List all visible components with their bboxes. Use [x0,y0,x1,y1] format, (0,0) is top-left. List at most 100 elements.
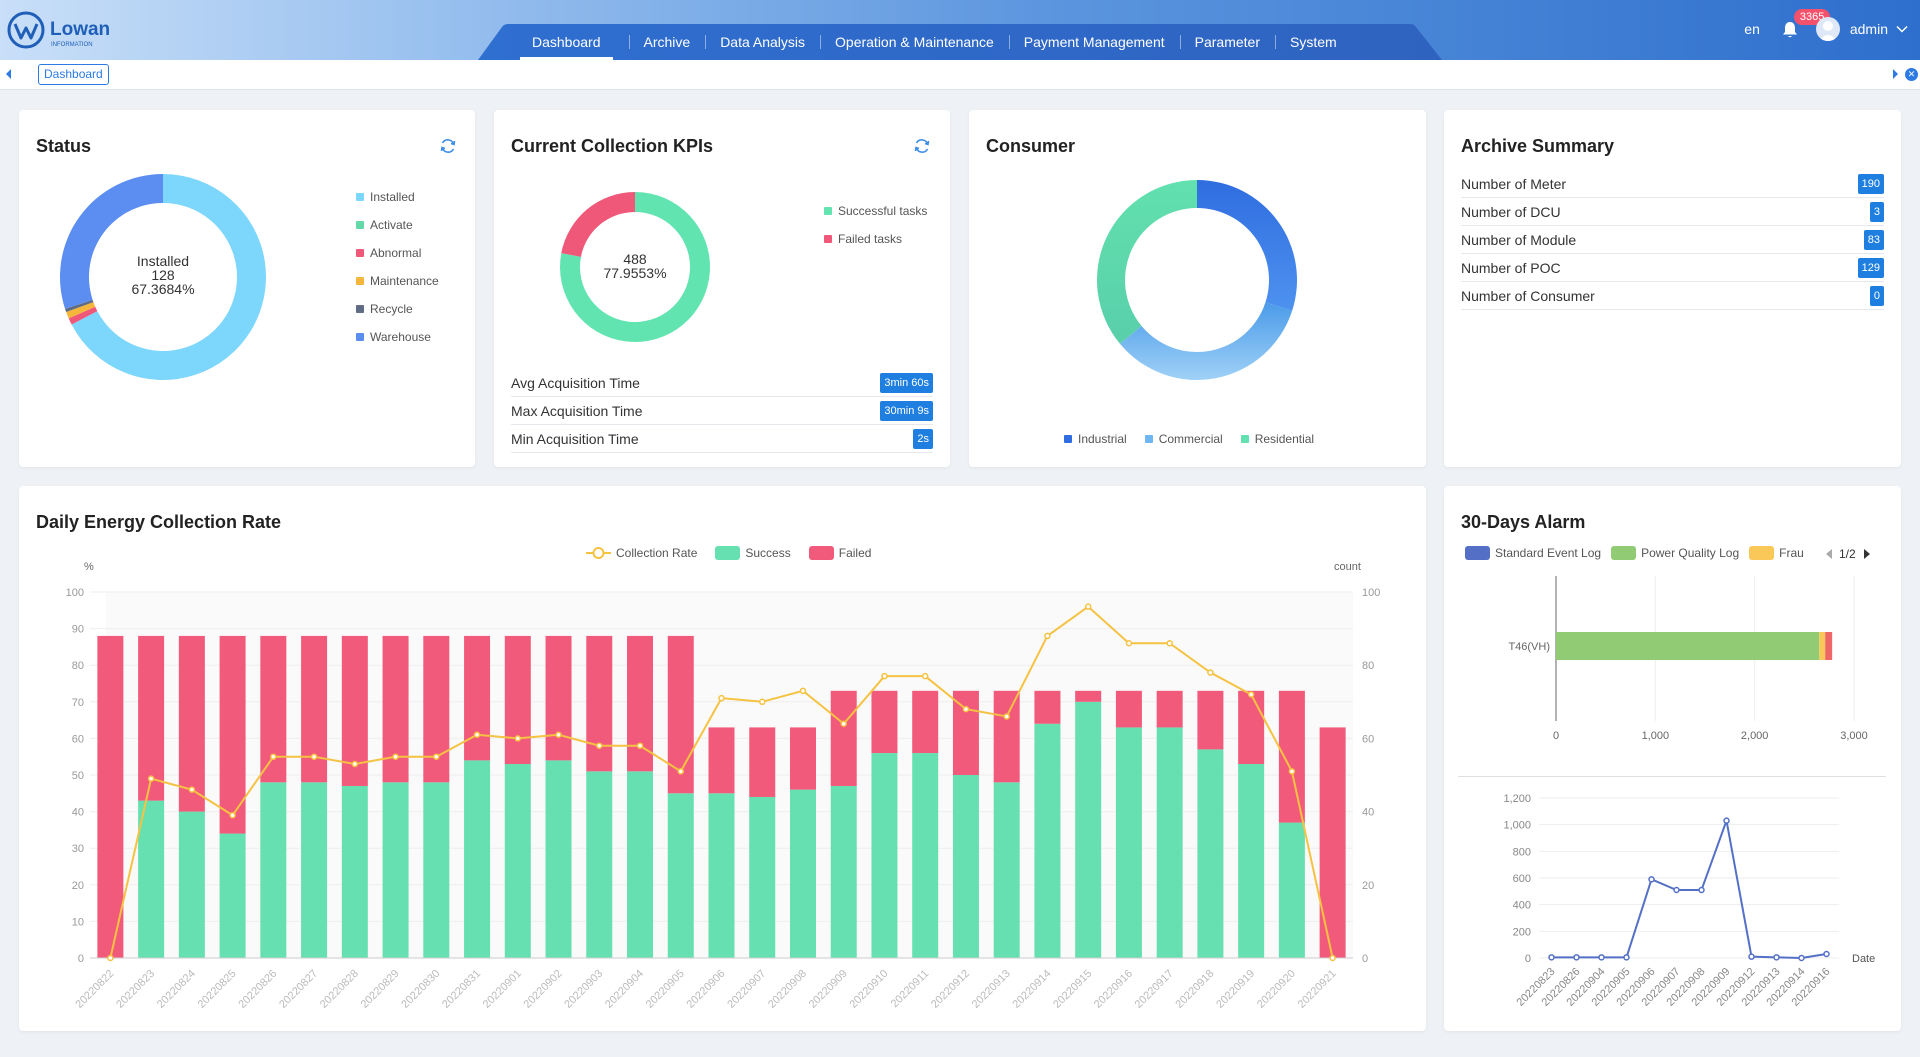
legend-item[interactable]: Frau [1749,546,1804,560]
nav-item-dashboard[interactable]: Dashboard [504,24,629,60]
legend-item[interactable]: Power Quality Log [1611,546,1739,560]
alarm-trend-point[interactable] [1623,954,1630,961]
collection-rate-point[interactable] [596,742,603,749]
failed-bar[interactable] [1034,690,1061,724]
success-bar[interactable] [423,782,450,958]
nav-item-system[interactable]: System [1275,24,1352,60]
failed-bar[interactable] [912,690,939,754]
failed-bar[interactable] [830,690,857,786]
success-bar[interactable] [545,760,572,958]
nav-item-parameter[interactable]: Parameter [1179,24,1275,60]
failed-bar[interactable] [1278,690,1305,823]
success-bar[interactable] [912,753,939,958]
legend-item[interactable]: Commercial [1144,432,1223,446]
collection-rate-point[interactable] [1329,954,1336,962]
collection-rate-point[interactable] [1207,669,1214,676]
legend-item[interactable]: Residential [1240,432,1314,446]
legend-item[interactable]: Collection Rate [586,546,697,560]
failed-bar[interactable] [952,690,979,775]
success-bar[interactable] [586,771,613,958]
success-bar[interactable] [260,782,287,958]
legend-item[interactable]: Warehouse [356,323,439,351]
donut-slice-abnormal[interactable] [68,306,98,325]
success-bar[interactable] [1156,727,1183,958]
legend-item[interactable]: Recycle [356,295,439,323]
failed-bar[interactable] [1075,690,1102,702]
collection-rate-point[interactable] [473,731,481,738]
lowan-logo[interactable]: Lowan INFORMATION [6,8,118,52]
refresh-icon[interactable] [913,137,931,155]
donut-slice-recycle[interactable] [65,299,94,313]
collection-rate-point[interactable] [636,742,644,749]
nav-item-payment-management[interactable]: Payment Management [1008,24,1180,60]
alarm-trend-point[interactable] [1798,954,1805,962]
success-bar[interactable] [1075,701,1102,958]
donut-slice-warehouse[interactable] [60,174,163,309]
chevron-down-icon[interactable] [1896,25,1908,33]
alarm-trend-point[interactable] [1673,886,1680,894]
failed-bar[interactable] [138,635,165,801]
collection-rate-point[interactable] [1247,691,1255,698]
collection-rate-point[interactable] [718,694,725,702]
alarm-trend-point[interactable] [1823,950,1830,958]
success-bar[interactable] [341,785,368,958]
failed-bar[interactable] [464,635,491,761]
collection-rate-point[interactable] [1125,639,1133,647]
legend-item[interactable]: Failed [808,546,871,560]
legend-item[interactable]: Standard Event Log [1465,546,1601,560]
donut-slice-commercial[interactable] [1119,302,1293,380]
success-bar[interactable] [627,771,654,958]
failed-bar[interactable] [504,635,531,765]
donut-slice-failed-tasks[interactable] [561,192,635,257]
collection-rate-point[interactable] [433,753,440,760]
collection-rate-point[interactable] [677,768,685,775]
legend-item[interactable]: Success [715,546,791,560]
legend-item[interactable]: Successful tasks [824,197,927,225]
alarm-bar-segment[interactable] [1825,632,1833,660]
collection-rate-point[interactable] [1044,632,1051,640]
avatar[interactable] [1815,17,1840,41]
collection-rate-point[interactable] [229,812,236,819]
failed-bar[interactable] [219,635,246,834]
failed-bar[interactable] [260,635,287,783]
failed-bar[interactable] [97,635,124,958]
success-bar[interactable] [301,782,328,958]
language-switch[interactable]: en [1744,21,1760,37]
failed-bar[interactable] [1156,690,1183,728]
success-bar[interactable] [952,775,979,958]
failed-bar[interactable] [1115,690,1142,728]
alarm-trend-point[interactable] [1748,953,1755,960]
success-bar[interactable] [749,796,776,958]
failed-bar[interactable] [708,727,735,794]
success-bar[interactable] [1034,723,1061,958]
alarm-bar-segment[interactable] [1556,632,1820,660]
failed-bar[interactable] [871,690,898,754]
collection-rate-point[interactable] [310,753,318,760]
failed-bar[interactable] [789,727,816,790]
failed-bar[interactable] [545,635,572,761]
collection-rate-point[interactable] [188,786,196,793]
legend-item[interactable]: Installed [356,183,439,211]
success-bar[interactable] [1197,749,1224,958]
legend-prev-icon[interactable] [1824,548,1834,560]
legend-item[interactable]: Industrial [1064,432,1127,446]
tab-dashboard[interactable]: Dashboard [38,64,109,85]
success-bar[interactable] [178,811,205,958]
failed-bar[interactable] [382,635,409,783]
close-tabs-icon[interactable]: ✕ [1905,68,1918,81]
success-bar[interactable] [1238,764,1265,958]
donut-slice-maintenance[interactable] [66,302,96,319]
failed-bar[interactable] [1238,690,1265,765]
failed-bar[interactable] [1319,727,1346,958]
failed-bar[interactable] [1197,690,1224,750]
success-bar[interactable] [830,785,857,958]
nav-item-data-analysis[interactable]: Data Analysis [705,24,820,60]
failed-bar[interactable] [586,635,613,772]
legend-item[interactable]: Failed tasks [824,225,927,253]
collection-rate-point[interactable] [962,705,970,713]
success-bar[interactable] [464,760,491,958]
donut-slice-installed[interactable] [71,174,266,380]
failed-bar[interactable] [178,635,205,812]
collection-rate-point[interactable] [921,672,929,680]
tabs-scroll-left-icon[interactable] [6,69,11,79]
